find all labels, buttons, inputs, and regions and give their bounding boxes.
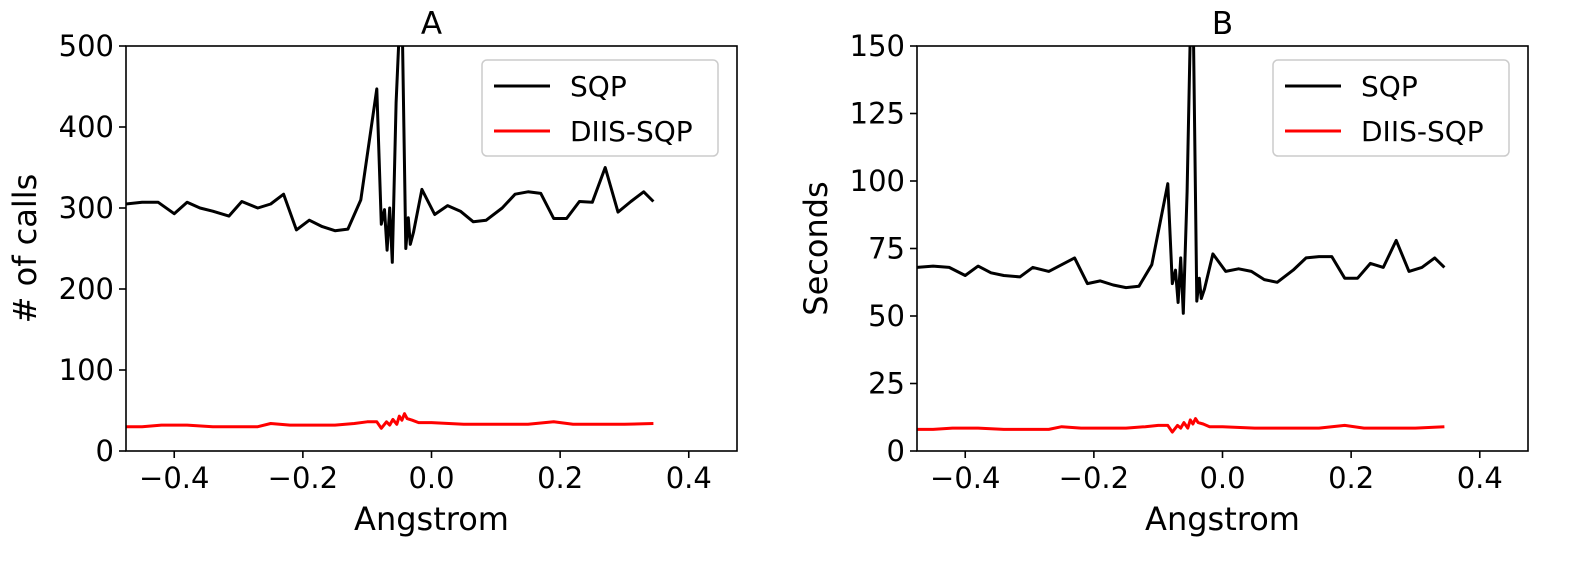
legend-label-diis-sqp: DIIS-SQP [1361,115,1484,148]
chart-title: A [421,6,442,42]
chart-title: B [1212,6,1233,42]
y-tick-label: 25 [868,367,905,401]
x-tick-label: −0.2 [1059,461,1129,495]
x-tick-label: 0.2 [537,461,583,495]
y-tick-label: 0 [887,434,905,468]
x-tick-label: 0.0 [408,461,454,495]
x-tick-label: −0.4 [930,461,1000,495]
y-tick-label: 100 [59,353,114,387]
legend-label-sqp: SQP [570,70,627,103]
legend-label-diis-sqp: DIIS-SQP [570,115,693,148]
x-tick-label: 0.4 [666,461,712,495]
legend: SQP DIIS-SQP [1272,59,1510,157]
panel-b: −0.4 −0.2 0.0 0.2 0.4 0 25 50 75 100 125 150 B Angstr… [797,6,1529,538]
y-tick-label: 150 [850,29,905,63]
legend: SQP DIIS-SQP [481,59,719,157]
y-axis-label: Seconds [797,181,835,315]
x-tick-label: 0.0 [1199,461,1245,495]
y-tick-label: 50 [868,299,905,333]
y-tick-label: 200 [59,272,114,306]
y-tick-label: 400 [59,110,114,144]
series-line-sqp [126,46,655,264]
x-tick-label: 0.4 [1457,461,1503,495]
x-tick-label: −0.2 [268,461,338,495]
x-tick-label: 0.2 [1328,461,1374,495]
y-axis-label: # of calls [6,174,44,324]
y-tick-label: 100 [850,164,905,198]
y-tick-label: 0 [96,434,114,468]
x-axis-label: Angstrom [1145,500,1300,538]
series-line-diis-sqp [126,412,654,430]
series-line-diis-sqp [917,417,1445,434]
y-tick-label: 300 [59,191,114,225]
legend-label-sqp: SQP [1361,70,1418,103]
panel-a: −0.4 −0.2 0.0 0.2 0.4 0 100 200 300 400 500 A Angstr… [6,6,738,538]
y-tick-label: 125 [850,97,905,131]
series-line-sqp [917,46,1446,315]
x-tick-label: −0.4 [139,461,209,495]
x-axis-label: Angstrom [354,500,509,538]
y-tick-label: 500 [59,29,114,63]
y-tick-label: 75 [868,232,905,266]
